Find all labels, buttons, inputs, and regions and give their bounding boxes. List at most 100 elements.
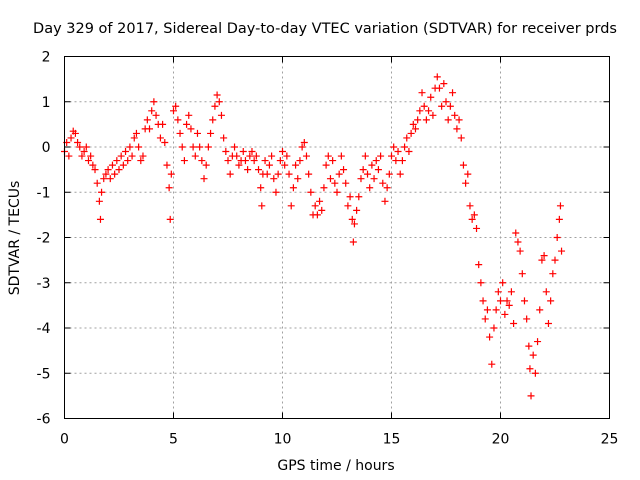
data-point (165, 184, 173, 192)
data-point (292, 161, 300, 169)
data-point (451, 111, 459, 119)
y-tick-label: -6 (37, 412, 51, 428)
data-point (411, 125, 419, 133)
data-point (429, 111, 437, 119)
data-point (217, 111, 225, 119)
data-point (255, 166, 263, 174)
data-point (239, 148, 247, 156)
data-point (226, 170, 234, 178)
data-point (91, 166, 99, 174)
data-point (357, 175, 365, 183)
data-series (61, 73, 566, 400)
data-point (527, 392, 535, 400)
data-point (364, 170, 372, 178)
data-point (497, 297, 504, 305)
data-point (499, 279, 507, 287)
data-point (220, 134, 228, 142)
data-point (510, 319, 518, 327)
data-point (246, 152, 254, 160)
data-point (211, 102, 219, 110)
data-point (115, 166, 123, 174)
data-point (544, 319, 552, 327)
data-point (313, 211, 321, 219)
data-point (503, 297, 511, 305)
plot-frame (64, 56, 610, 419)
data-point (433, 73, 441, 81)
data-point (285, 170, 293, 178)
data-point (100, 175, 108, 183)
data-point (80, 148, 88, 156)
data-point (551, 256, 559, 264)
data-point (449, 89, 457, 97)
data-point (322, 161, 330, 169)
data-point (556, 202, 564, 210)
data-point (420, 102, 428, 110)
data-point (202, 161, 210, 169)
data-point (324, 152, 332, 160)
data-point (244, 166, 252, 174)
data-point (422, 116, 430, 124)
data-point (346, 193, 354, 201)
data-point (379, 179, 387, 187)
data-point (302, 152, 310, 160)
data-point (163, 161, 171, 169)
data-point (87, 152, 95, 160)
data-point (520, 297, 528, 305)
data-point (473, 224, 481, 232)
grid (64, 56, 610, 419)
data-point (475, 261, 483, 269)
data-point (501, 310, 509, 318)
data-point (534, 338, 542, 346)
data-point (128, 152, 136, 160)
data-point (516, 247, 524, 255)
data-point (440, 80, 448, 88)
data-point (337, 152, 345, 160)
data-point (555, 215, 563, 223)
data-point (470, 211, 478, 219)
data-point (468, 215, 476, 223)
data-point (150, 98, 158, 106)
data-point (143, 116, 151, 124)
data-point (538, 256, 546, 264)
data-point (547, 297, 555, 305)
data-point (529, 351, 537, 359)
y-tick-label: -3 (37, 276, 51, 292)
data-point (241, 157, 249, 165)
data-point (233, 152, 241, 160)
data-point (222, 148, 230, 156)
data-point (435, 84, 443, 92)
data-point (119, 161, 127, 169)
data-point (398, 157, 406, 165)
data-point (311, 202, 319, 210)
data-point (276, 157, 284, 165)
data-point (453, 125, 461, 133)
data-point (526, 365, 534, 373)
data-point (71, 129, 79, 137)
data-point (170, 107, 177, 115)
data-point (95, 197, 103, 205)
data-point (540, 252, 548, 260)
data-point (159, 120, 167, 128)
data-point (263, 170, 271, 178)
data-point (126, 143, 134, 151)
data-point (494, 288, 502, 296)
data-point (289, 184, 297, 192)
data-point (466, 202, 474, 210)
data-point (283, 152, 291, 160)
data-point (377, 152, 385, 160)
data-point (261, 157, 269, 165)
data-point (137, 157, 145, 165)
x-axis-label: GPS time / hours (277, 458, 394, 474)
data-point (318, 206, 326, 214)
data-point (359, 166, 367, 174)
data-point (348, 215, 356, 223)
data-point (381, 197, 389, 205)
data-point (185, 111, 193, 119)
data-point (98, 188, 106, 196)
data-point (490, 324, 498, 332)
data-point (76, 143, 84, 151)
data-point (462, 179, 470, 187)
data-point (305, 170, 313, 178)
data-point (146, 125, 154, 133)
